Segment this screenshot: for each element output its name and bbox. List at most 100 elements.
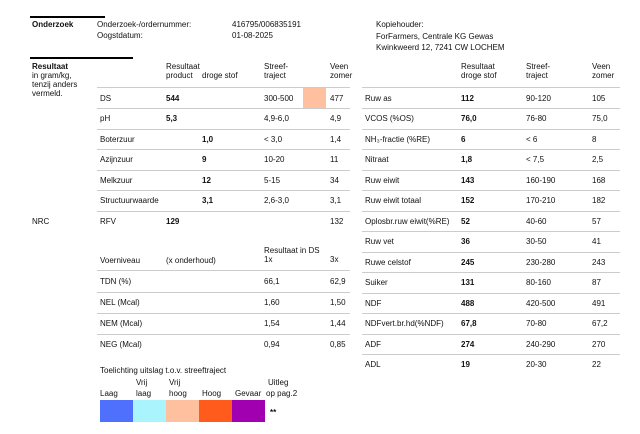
target-range: 170-210 <box>526 196 556 205</box>
row-label: ADL <box>365 360 381 369</box>
dry-value: 3,1 <box>202 196 214 205</box>
energy-value: 0,85 <box>330 339 346 349</box>
dry-value: 12 <box>202 175 211 185</box>
legend-explain: op pag.2 <box>266 388 298 398</box>
section-rule <box>30 57 133 59</box>
reference-value: 182 <box>592 196 606 205</box>
field-label: Oogstdatum: <box>97 30 143 40</box>
reference-value: 67,2 <box>592 319 608 328</box>
reference-value: 11 <box>330 155 339 164</box>
target-range: 420-500 <box>526 298 556 308</box>
target-range: 70-80 <box>526 319 547 328</box>
row-label: Boterzuur <box>100 134 135 144</box>
row-label: NDF <box>365 298 382 308</box>
product-value: 5,3 <box>166 114 178 123</box>
dry-value: 76,0 <box>461 114 477 123</box>
legend-mark: ** <box>270 407 277 417</box>
status-flag <box>303 88 326 108</box>
reference-value: 4,9 <box>330 114 342 123</box>
row-label: Suiker <box>365 278 388 287</box>
row-separator <box>362 292 620 294</box>
column-header: Veen <box>330 61 349 71</box>
reference-value: 75,0 <box>592 114 608 123</box>
target-range: 300-500 <box>264 93 294 103</box>
row-separator <box>362 210 620 212</box>
row-separator <box>362 128 620 130</box>
column-header: (x onderhoud) <box>166 255 216 265</box>
column-header: product <box>166 70 193 80</box>
target-range: 160-190 <box>526 175 556 185</box>
field-label: Onderzoek-/ordernummer: <box>97 19 192 29</box>
reference-value: 3,1 <box>330 196 342 205</box>
row-label: DS <box>100 93 112 103</box>
column-header: 1x <box>264 254 273 264</box>
column-header: Veen <box>592 61 611 71</box>
dry-value: 112 <box>461 93 474 103</box>
row-separator <box>362 190 620 191</box>
row-separator <box>362 231 620 232</box>
dry-value: 1,0 <box>202 134 214 144</box>
legend-label: Gevaar <box>235 388 262 398</box>
row-label: RFV <box>100 216 116 226</box>
reference-value: 87 <box>592 278 601 287</box>
row-label: Oplosbr.ruw eiwit(%RE) <box>365 216 450 226</box>
row-label: pH <box>100 114 111 123</box>
row-label: Melkzuur <box>100 175 133 185</box>
copy-holder-label: Kopiehouder: <box>376 19 424 29</box>
reference-value: 168 <box>592 175 606 185</box>
column-header: Resultaat in DS <box>264 245 320 255</box>
row-separator <box>97 333 350 335</box>
dry-value: 245 <box>461 257 475 267</box>
legend-explain: Uitleg <box>268 377 289 387</box>
product-value: 129 <box>166 216 180 226</box>
legend-label: Hoog <box>202 388 222 398</box>
row-separator <box>97 312 350 314</box>
target-range: 10-20 <box>264 155 285 164</box>
target-range: 230-280 <box>526 257 556 267</box>
row-label: Ruw eiwit <box>365 175 400 185</box>
row-separator <box>97 210 350 212</box>
target-range: 20-30 <box>526 360 547 369</box>
row-separator <box>362 87 620 88</box>
dry-value: 274 <box>461 339 475 349</box>
legend-label: Laag <box>100 388 118 398</box>
row-label: Ruwe celstof <box>365 257 411 267</box>
dry-value: 143 <box>461 175 475 185</box>
copy-holder-line: ForFarmers, Centrale KG Gewas <box>376 31 494 41</box>
row-label: Structuurwaarde <box>100 196 159 205</box>
row-separator <box>362 333 620 335</box>
reference-value: 8 <box>592 134 597 144</box>
row-separator <box>97 128 350 130</box>
row-label: NEG (Mcal) <box>100 339 142 349</box>
column-header: Streef- <box>264 61 289 71</box>
legend-swatch <box>166 400 199 422</box>
reference-value: 41 <box>592 237 601 246</box>
dry-value: 488 <box>461 298 475 308</box>
nrc-label: NRC <box>32 216 50 226</box>
energy-value: 66,1 <box>264 276 280 286</box>
legend-swatch <box>199 400 232 422</box>
results-note: tenzij anders <box>32 79 78 89</box>
row-label: NEL (Mcal) <box>100 297 140 307</box>
row-separator <box>362 354 620 355</box>
column-header: Streef- <box>526 61 551 71</box>
target-range: < 7,5 <box>526 155 545 164</box>
row-separator <box>97 291 350 293</box>
row-label: Azijnzuur <box>100 155 133 164</box>
target-range: 240-290 <box>526 339 556 349</box>
row-separator <box>97 169 350 171</box>
target-range: 2,6-3,0 <box>264 196 289 205</box>
row-label: NEM (Mcal) <box>100 318 143 328</box>
dry-value: 19 <box>461 360 470 369</box>
column-header: traject <box>264 70 286 80</box>
column-header: droge stof <box>461 70 497 80</box>
dry-value: 9 <box>202 155 207 164</box>
target-range: 4,9-6,0 <box>264 114 289 123</box>
dry-value: 36 <box>461 237 470 246</box>
legend-swatch <box>100 400 133 422</box>
row-label: Nitraat <box>365 155 389 164</box>
row-separator <box>362 169 620 171</box>
row-separator <box>362 272 620 273</box>
energy-value: 1,50 <box>330 297 346 307</box>
reference-value: 491 <box>592 298 606 308</box>
